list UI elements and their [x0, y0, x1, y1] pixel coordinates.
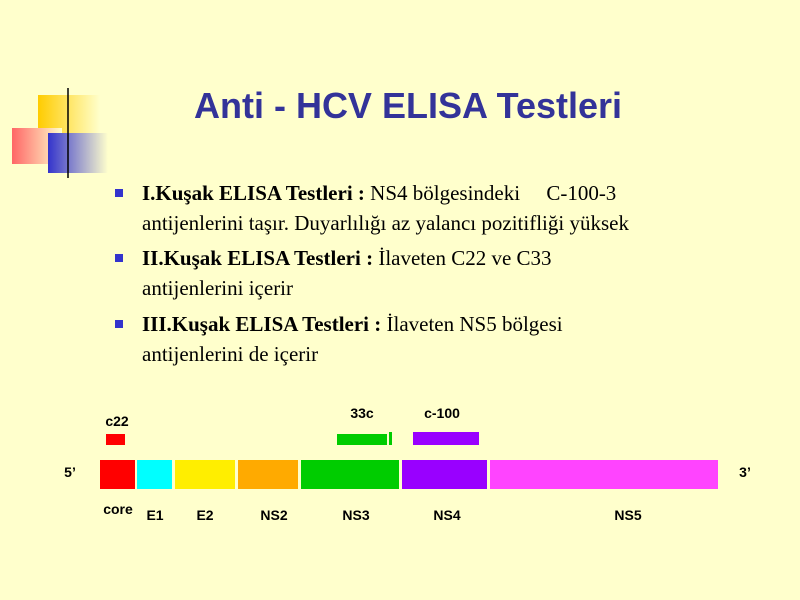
genome-diagram: 5’ 3’ core E1 E2 NS2 NS3 NS4 NS5 c22 33c… [64, 405, 751, 523]
region-label: NS4 [433, 507, 460, 523]
region-ns2 [238, 460, 298, 489]
antigen-c22 [106, 434, 125, 445]
region-core [100, 460, 135, 489]
bullet-text: III.Kuşak ELISA Testleri : İlaveten NS5 … [142, 309, 563, 369]
bullet: II.Kuşak ELISA Testleri : İlaveten C22 v… [115, 243, 552, 303]
slide-title: Anti - HCV ELISA Testleri [194, 85, 622, 126]
region-ns4 [402, 460, 487, 489]
region-label: NS3 [342, 507, 369, 523]
region-e2 [175, 460, 235, 489]
bullet-line: antijenlerini içerir [142, 273, 552, 303]
bullet-body: İlaveten NS5 bölgesi [381, 312, 563, 336]
bullet-body: NS4 bölgesindeki C-100-3 [364, 181, 617, 205]
bullet-heading: III.Kuşak ELISA Testleri : [142, 312, 382, 336]
antigen-33c [337, 434, 387, 445]
bullet-line: II.Kuşak ELISA Testleri : İlaveten C22 v… [142, 243, 552, 273]
end-label: 5’ [64, 464, 76, 480]
region-e1 [137, 460, 172, 489]
antigen-label: 33c [350, 405, 374, 421]
antigen-label: c22 [105, 413, 129, 429]
bullet-line: I.Kuşak ELISA Testleri : NS4 bölgesindek… [142, 178, 629, 208]
region-label: core [103, 501, 133, 517]
antigen-c100 [413, 432, 479, 445]
bullet-body: İlaveten C22 ve C33 [373, 246, 552, 270]
decoration [12, 88, 760, 178]
region-label: E2 [196, 507, 213, 523]
bullet-heading: II.Kuşak ELISA Testleri : [142, 246, 374, 270]
bullet-text: II.Kuşak ELISA Testleri : İlaveten C22 v… [142, 243, 552, 303]
bullet-text: I.Kuşak ELISA Testleri : NS4 bölgesindek… [142, 178, 629, 238]
region-label: NS5 [614, 507, 641, 523]
bullet-body: antijenlerini de içerir [142, 342, 319, 366]
antigen-33c [389, 432, 392, 445]
bullet-line: antijenlerini taşır. Duyarlılığı az yala… [142, 208, 629, 238]
bullet-line: antijenlerini de içerir [142, 339, 563, 369]
bullet: I.Kuşak ELISA Testleri : NS4 bölgesindek… [115, 178, 629, 238]
bullet-marker [115, 254, 123, 262]
bullet-line: III.Kuşak ELISA Testleri : İlaveten NS5 … [142, 309, 563, 339]
region-ns5 [490, 460, 718, 489]
bullet-heading: I.Kuşak ELISA Testleri : [142, 181, 365, 205]
region-ns3 [301, 460, 399, 489]
end-label: 3’ [739, 464, 751, 480]
region-label: E1 [146, 507, 163, 523]
antigen-label: c-100 [424, 405, 460, 421]
bullet-marker [115, 320, 123, 328]
bullet-body: antijenlerini içerir [142, 276, 294, 300]
bullet-body: antijenlerini taşır. Duyarlılığı az yala… [142, 211, 629, 235]
bullet-marker [115, 189, 123, 197]
region-label: NS2 [260, 507, 287, 523]
bullet: III.Kuşak ELISA Testleri : İlaveten NS5 … [115, 309, 563, 369]
